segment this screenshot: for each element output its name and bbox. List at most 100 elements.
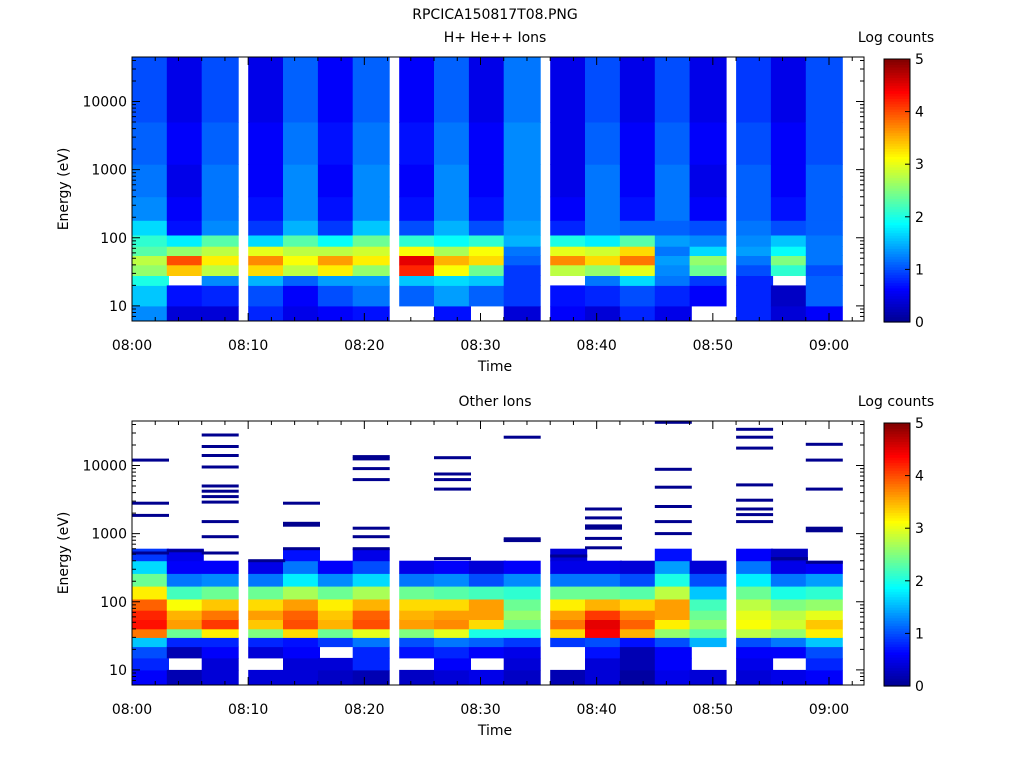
x-tick-label: 08:10 — [228, 702, 268, 718]
heatmap-cell — [201, 246, 239, 256]
heatmap-cell — [805, 657, 843, 671]
heatmap-cell — [654, 234, 692, 247]
heatmap-cell — [132, 637, 169, 648]
heatmap-cell — [736, 598, 774, 611]
heatmap-cell — [770, 285, 808, 307]
heatmap-cell — [619, 628, 657, 638]
heatmap-cell — [317, 657, 355, 671]
x-tick-label: 08:20 — [344, 338, 384, 354]
heatmap-cell — [805, 628, 843, 638]
heatmap-cell — [468, 164, 506, 198]
colorbar-segment — [884, 599, 910, 603]
heatmap-cell — [399, 220, 437, 236]
heatmap-cell — [166, 57, 204, 123]
colorbar-tick-label: 2 — [915, 210, 924, 226]
heatmap-cell — [654, 628, 692, 638]
colorbar-segment — [884, 614, 910, 619]
colorbar-frame — [883, 422, 911, 687]
heatmap-cell — [434, 285, 471, 307]
heatmap-cell — [352, 637, 390, 648]
heatmap-cell — [399, 275, 437, 286]
heatmap-cell — [352, 628, 390, 638]
heatmap-cell — [654, 637, 692, 648]
colorbar-segment — [884, 504, 910, 508]
heatmap-cell — [805, 196, 843, 221]
heatmap-cell — [399, 57, 437, 123]
axes: 10 100 1000 10000 08:00 08:10 08:20 08:30 08:40 0… — [82, 56, 865, 354]
colorbar-segment — [884, 161, 910, 165]
heatmap-cell — [503, 586, 541, 600]
count-line — [736, 498, 774, 502]
count-line — [201, 489, 239, 493]
colorbar-segment — [884, 580, 910, 585]
plot-frame — [131, 420, 865, 686]
count-line — [201, 500, 239, 504]
colorbar-segment — [884, 667, 910, 671]
heatmap-cell — [550, 610, 588, 620]
colorbar-segment — [884, 494, 910, 498]
heatmap-cell — [317, 619, 355, 630]
heatmap-cell — [352, 598, 390, 611]
heatmap-cell — [468, 275, 506, 286]
heatmap-cell — [317, 637, 355, 648]
count-line — [770, 557, 808, 561]
colorbar-segment — [884, 314, 910, 318]
panel-title: H+ He++ Ions — [444, 30, 547, 46]
y-tick-label: 100 — [100, 231, 127, 247]
colorbar-segment — [884, 525, 910, 529]
heatmap-cell — [689, 220, 727, 236]
colorbar-segment — [884, 235, 910, 239]
heatmap-cell — [283, 598, 320, 611]
heatmap-cell — [248, 560, 286, 574]
heatmap-cell — [132, 122, 169, 165]
colorbar-segment — [884, 253, 910, 257]
heatmap-cell — [434, 657, 471, 671]
count-line — [805, 529, 843, 533]
heatmap-cell — [503, 196, 541, 221]
heatmap-cell — [585, 234, 622, 247]
colorbar-segment — [884, 248, 910, 252]
sparse-count-lines — [132, 420, 843, 564]
heatmap-cell — [352, 275, 390, 286]
colorbar-segment — [884, 111, 910, 115]
colorbar-segment — [884, 423, 910, 427]
colorbar-label: Log counts — [858, 30, 934, 46]
heatmap-cell — [468, 220, 506, 236]
count-line — [503, 539, 541, 543]
heatmap-cell — [619, 586, 657, 600]
heatmap-cell — [434, 669, 471, 686]
colorbar-segment — [884, 108, 910, 113]
heatmap-cell — [166, 264, 204, 276]
heatmap-cell — [585, 264, 622, 276]
colorbar-segment — [884, 512, 910, 516]
colorbar-segment — [884, 483, 910, 487]
colorbar-segment — [884, 295, 910, 299]
count-line — [201, 454, 239, 457]
heatmap-cell — [503, 619, 541, 630]
heatmap-cell — [434, 196, 471, 221]
colorbar-segment — [884, 675, 910, 679]
heatmap-cell — [132, 255, 169, 266]
heatmap-cell — [770, 628, 808, 638]
heatmap-cell — [654, 122, 692, 165]
heatmap-cell — [585, 122, 622, 165]
count-line — [201, 433, 239, 437]
heatmap-cell — [399, 598, 437, 611]
heatmap-cell — [166, 573, 204, 587]
heatmap-cell — [352, 234, 390, 247]
colorbar-segment — [884, 232, 910, 236]
colorbar-segment — [884, 293, 910, 297]
heatmap-cell — [317, 196, 355, 221]
colorbar-segment — [884, 148, 910, 152]
heatmap-cell — [585, 610, 622, 620]
colorbar-segment — [884, 636, 910, 640]
y-axis-label: Energy (eV) — [56, 512, 72, 595]
colorbar-segment — [884, 279, 910, 284]
heatmap-cell — [468, 57, 506, 123]
heatmap-cell — [317, 610, 355, 620]
heatmap-cell — [503, 164, 541, 198]
heatmap-cell — [201, 196, 239, 221]
colorbar-tick-label: 3 — [915, 521, 924, 537]
colorbar-segment — [884, 491, 910, 495]
heatmap-cell — [770, 637, 808, 648]
